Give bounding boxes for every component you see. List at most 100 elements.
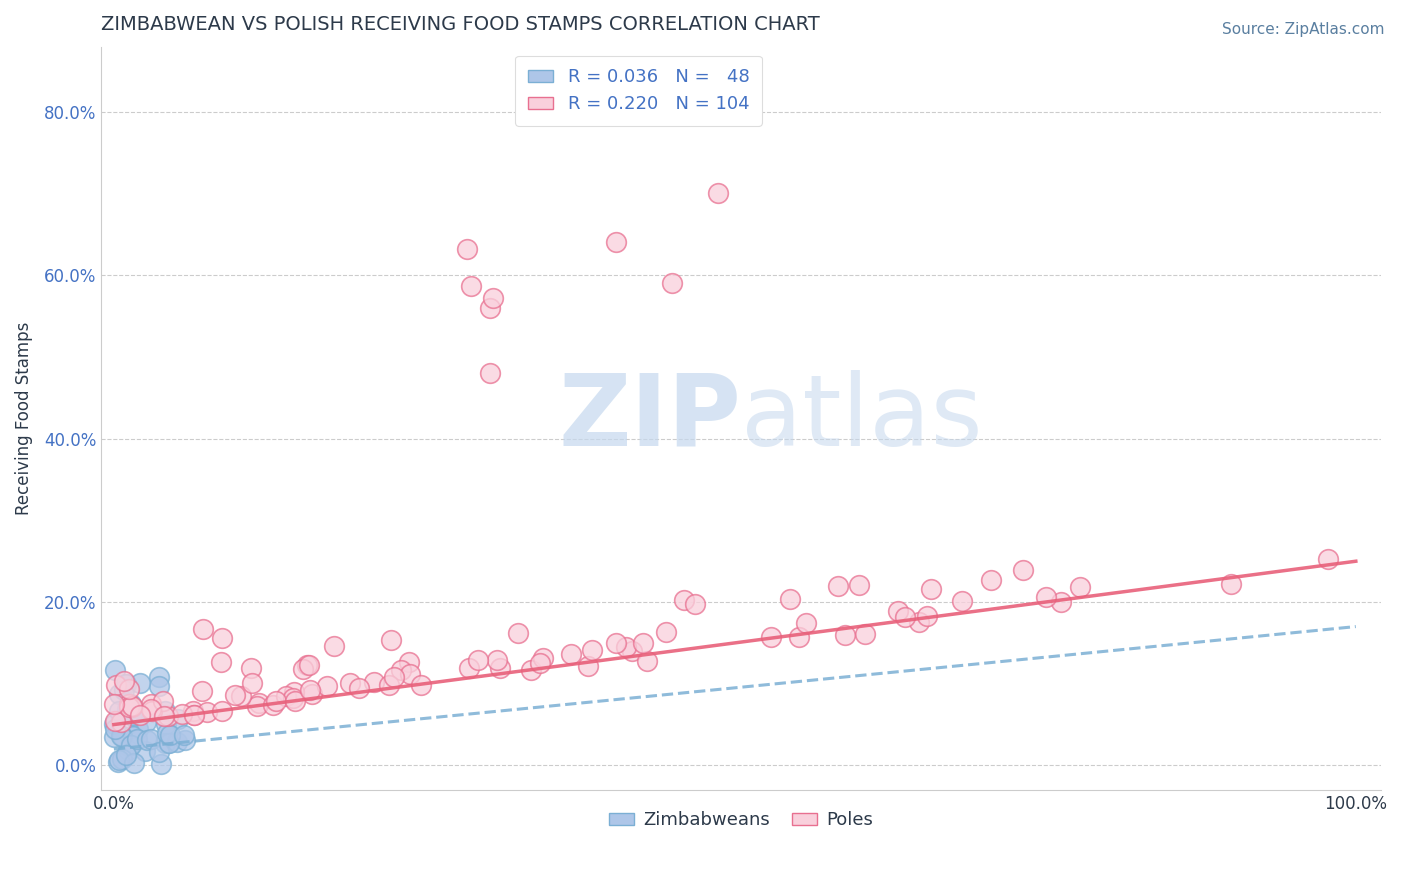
Point: [107, 752, 129, 766]
Point: [299, 682, 322, 697]
Point: [1069, 580, 1091, 594]
Point: [104, 722, 127, 736]
Point: [263, 698, 285, 712]
Point: [363, 674, 385, 689]
Point: [636, 654, 658, 668]
Point: [224, 688, 246, 702]
Point: [111, 729, 134, 743]
Point: [506, 626, 529, 640]
Point: [457, 661, 479, 675]
Point: [382, 670, 405, 684]
Point: [148, 670, 170, 684]
Text: Source: ZipAtlas.com: Source: ZipAtlas.com: [1222, 22, 1385, 37]
Point: [707, 186, 730, 201]
Point: [103, 697, 125, 711]
Point: [349, 681, 371, 696]
Point: [209, 655, 232, 669]
Point: [488, 661, 510, 675]
Point: [159, 728, 181, 742]
Point: [104, 663, 127, 677]
Point: [887, 604, 910, 618]
Point: [605, 636, 627, 650]
Point: [683, 597, 706, 611]
Point: [380, 633, 402, 648]
Point: [339, 675, 361, 690]
Point: [576, 659, 599, 673]
Point: [1050, 594, 1073, 608]
Point: [915, 608, 938, 623]
Point: [120, 739, 142, 753]
Point: [779, 592, 801, 607]
Point: [110, 729, 132, 743]
Point: [118, 700, 141, 714]
Point: [112, 674, 135, 689]
Point: [135, 714, 157, 729]
Point: [834, 628, 856, 642]
Point: [157, 735, 180, 749]
Point: [153, 704, 176, 718]
Point: [129, 675, 152, 690]
Point: [759, 630, 782, 644]
Point: [247, 696, 270, 710]
Point: [894, 609, 917, 624]
Point: [520, 663, 543, 677]
Point: [661, 276, 683, 290]
Point: [239, 661, 262, 675]
Point: [853, 626, 876, 640]
Point: [122, 729, 145, 743]
Point: [1035, 590, 1057, 604]
Point: [104, 714, 127, 728]
Point: [316, 679, 339, 693]
Point: [115, 676, 138, 690]
Point: [631, 636, 654, 650]
Point: [231, 689, 253, 703]
Point: [121, 709, 143, 723]
Point: [134, 744, 156, 758]
Point: [389, 664, 412, 678]
Point: [908, 615, 931, 630]
Point: [980, 573, 1002, 587]
Point: [111, 752, 134, 766]
Point: [103, 730, 125, 744]
Point: [560, 647, 582, 661]
Point: [148, 745, 170, 759]
Point: [191, 684, 214, 698]
Point: [1317, 552, 1340, 566]
Point: [117, 697, 139, 711]
Point: [112, 683, 135, 698]
Point: [485, 652, 508, 666]
Point: [672, 593, 695, 607]
Point: [183, 707, 205, 722]
Point: [240, 676, 263, 690]
Point: [655, 624, 678, 639]
Point: [115, 702, 138, 716]
Point: [152, 694, 174, 708]
Point: [114, 747, 136, 762]
Point: [107, 755, 129, 769]
Point: [152, 708, 174, 723]
Point: [246, 698, 269, 713]
Point: [157, 736, 180, 750]
Point: [127, 704, 149, 718]
Point: [787, 631, 810, 645]
Point: [121, 699, 143, 714]
Point: [297, 658, 319, 673]
Point: [181, 704, 204, 718]
Point: [105, 678, 128, 692]
Point: [264, 694, 287, 708]
Point: [118, 681, 141, 696]
Point: [398, 655, 420, 669]
Point: [467, 653, 489, 667]
Point: [482, 291, 505, 305]
Point: [531, 650, 554, 665]
Point: [620, 644, 643, 658]
Y-axis label: Receiving Food Stamps: Receiving Food Stamps: [15, 322, 32, 515]
Point: [120, 697, 142, 711]
Point: [156, 709, 179, 723]
Point: [136, 733, 159, 747]
Point: [108, 704, 131, 718]
Point: [166, 735, 188, 749]
Point: [605, 235, 627, 249]
Point: [195, 705, 218, 719]
Point: [150, 756, 173, 771]
